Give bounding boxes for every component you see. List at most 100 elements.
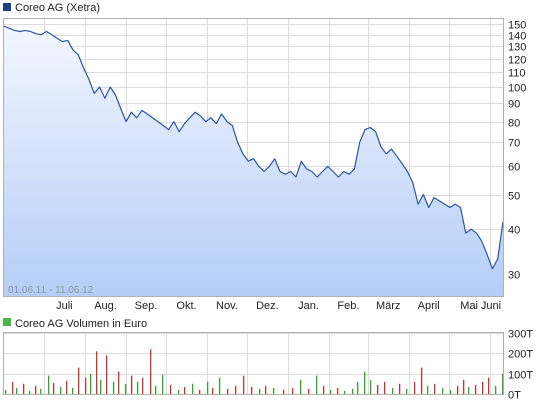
volume-bar <box>170 384 172 394</box>
price-x-tick-label: Nov. <box>216 300 238 312</box>
price-x-tick-label: Feb. <box>337 300 359 312</box>
price-x-tick-label: April <box>418 300 440 312</box>
volume-bar <box>48 375 50 394</box>
price-area <box>4 26 503 296</box>
volume-bar <box>96 351 98 394</box>
price-panel-frame <box>3 18 504 297</box>
volume-bar <box>316 375 318 394</box>
volume-bar <box>377 384 379 394</box>
volume-bar <box>100 379 102 394</box>
price-x-tick-label: Aug. <box>94 300 117 312</box>
volume-bar <box>399 383 401 394</box>
volume-bar <box>60 386 62 394</box>
volume-bar <box>199 389 201 394</box>
volume-bar <box>106 355 108 394</box>
volume-bar <box>292 387 294 394</box>
price-y-tick-label: 80 <box>508 118 520 130</box>
volume-bar <box>392 387 394 394</box>
volume-bars <box>5 349 504 394</box>
volume-bar <box>207 381 209 394</box>
volume-bar <box>235 385 237 394</box>
volume-bar <box>300 379 302 394</box>
price-legend-swatch <box>3 3 11 11</box>
volume-bar <box>337 387 339 394</box>
volume-y-tick-label: 200T <box>508 349 533 361</box>
volume-bar <box>192 383 194 394</box>
volume-bar <box>330 389 332 394</box>
price-y-tick-label: 50 <box>508 191 520 203</box>
volume-bar <box>421 367 423 394</box>
volume-bar <box>78 367 80 394</box>
volume-bar <box>283 389 285 394</box>
volume-bar <box>85 377 87 394</box>
price-y-tick-label: 140 <box>508 31 526 43</box>
price-chart-title: Coreo AG (Xetra) <box>15 2 100 14</box>
price-y-tick-label: 150 <box>508 20 526 32</box>
volume-bar <box>502 373 504 394</box>
volume-y-tick-label: 100T <box>508 370 533 382</box>
volume-bar <box>243 375 245 394</box>
volume-bar <box>406 388 408 394</box>
date-range-label: 01.06.11 - 11.06.12 <box>8 285 94 296</box>
volume-bar <box>227 388 229 394</box>
volume-panel-frame <box>3 332 504 395</box>
price-y-tick-label: 120 <box>508 55 526 67</box>
volume-chart-title: Coreo AG Volumen in Euro <box>15 318 147 330</box>
volume-y-tick-label: 300T <box>508 329 533 341</box>
volume-bar <box>450 389 452 394</box>
volume-bar <box>457 385 459 394</box>
volume-bar <box>35 385 37 394</box>
price-x-tick-label: Mai <box>460 300 478 312</box>
volume-bar <box>142 377 144 394</box>
price-x-tick-label: Juni <box>481 300 501 312</box>
volume-bar <box>72 387 74 394</box>
volume-y-axis: 300T 200T 100T 0T <box>508 329 533 401</box>
price-y-tick-label: 60 <box>508 162 520 174</box>
volume-bar <box>265 385 267 394</box>
price-x-tick-label: Dez. <box>256 300 279 312</box>
volume-bar <box>12 381 14 394</box>
volume-bar <box>357 381 359 394</box>
volume-bar <box>495 385 497 394</box>
price-x-tick-label: Juli <box>56 300 73 312</box>
volume-bar <box>414 381 416 394</box>
volume-bar <box>66 380 68 394</box>
volume-y-tick-label: 0T <box>508 390 521 401</box>
volume-bar <box>468 386 470 394</box>
volume-bar <box>184 386 186 394</box>
volume-bar <box>251 386 253 394</box>
price-y-tick-label: 30 <box>508 270 520 282</box>
volume-bar <box>384 381 386 394</box>
volume-bar <box>212 387 214 394</box>
volume-bar <box>125 383 127 394</box>
volume-bar <box>113 381 115 394</box>
price-y-tick-label: 110 <box>508 68 526 80</box>
volume-bar <box>155 385 157 394</box>
price-y-tick-label: 70 <box>508 138 520 150</box>
volume-bar <box>259 388 261 394</box>
price-y-tick-label: 100 <box>508 83 526 95</box>
price-y-tick-label: 40 <box>508 225 520 237</box>
volume-bar <box>23 383 25 394</box>
volume-bar <box>90 373 92 394</box>
volume-bar <box>118 371 120 394</box>
volume-bar <box>150 349 152 394</box>
volume-bar <box>137 381 139 394</box>
volume-bar <box>488 377 490 394</box>
price-y-tick-label: 130 <box>508 42 526 54</box>
volume-bar <box>364 371 366 394</box>
volume-bar <box>475 384 477 394</box>
volume-bar <box>273 387 275 394</box>
volume-bar <box>352 388 354 394</box>
volume-bar <box>434 383 436 394</box>
price-x-tick-label: Okt. <box>176 300 196 312</box>
price-x-tick-label: Jan. <box>298 300 319 312</box>
price-line <box>3 25 504 270</box>
volume-bar <box>53 382 55 394</box>
volume-legend-swatch <box>3 318 11 326</box>
volume-bar <box>131 375 133 394</box>
volume-bar <box>29 390 31 394</box>
price-y-tick-label: 90 <box>508 99 520 111</box>
volume-bar <box>482 381 484 394</box>
